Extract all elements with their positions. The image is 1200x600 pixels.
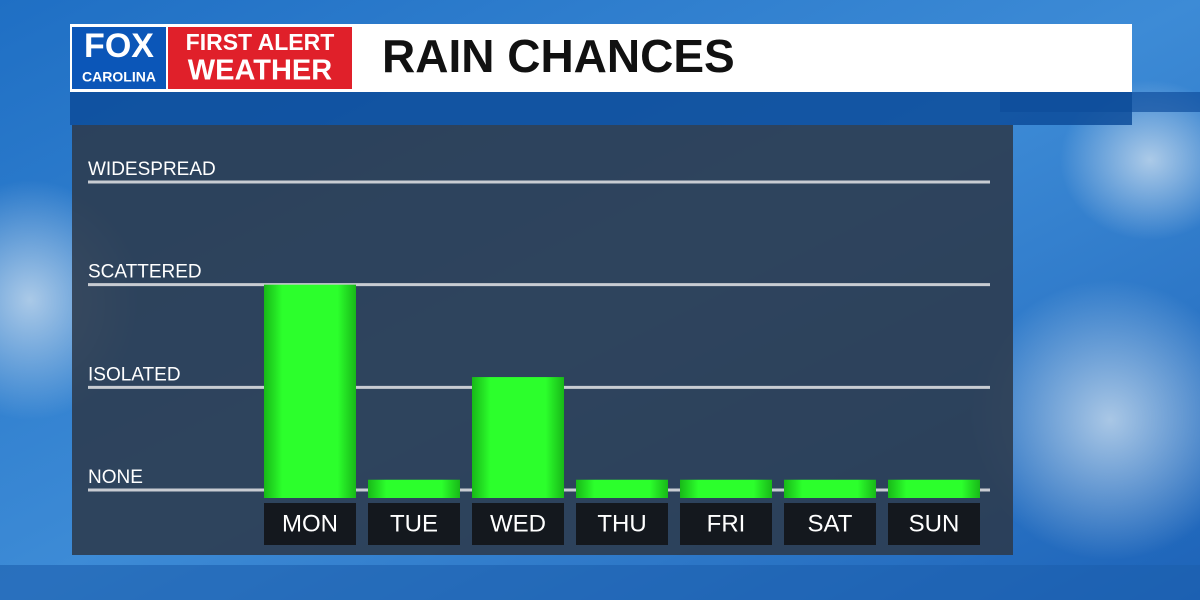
category-box (264, 503, 356, 545)
y-tick-label: NONE (88, 467, 143, 488)
category-box (784, 503, 876, 545)
category-box (680, 503, 772, 545)
y-tick-label: WIDESPREAD (88, 159, 216, 180)
plot: NONE ISOLATED SCATTERED WIDESPREAD MON TUE WED… (88, 159, 990, 545)
x-tick-label: FRI (707, 510, 746, 537)
logo-station: CAROLINA (82, 69, 156, 85)
category-box (472, 503, 564, 545)
logo-brand: FOX (84, 27, 154, 65)
category-box (576, 503, 668, 545)
bar (784, 479, 876, 498)
alert-box (168, 27, 352, 89)
bar (472, 377, 564, 498)
x-tick-label: WED (490, 510, 546, 537)
header-shadow (70, 92, 1132, 125)
chart-title: RAIN CHANCES (382, 30, 735, 82)
lower-band (0, 565, 1200, 600)
x-tick-label: SAT (808, 510, 853, 537)
alert-line2: WEATHER (188, 55, 333, 87)
category-box (888, 503, 980, 545)
y-tick-label: ISOLATED (88, 364, 181, 385)
bar (368, 479, 460, 498)
bar (680, 479, 772, 498)
x-tick-label: MON (282, 510, 338, 537)
bar (576, 479, 668, 498)
cloud (970, 280, 1200, 560)
bar (264, 284, 356, 498)
x-tick-label: TUE (390, 510, 438, 537)
bar (888, 479, 980, 498)
x-tick-label: THU (597, 510, 646, 537)
x-tick-label: SUN (909, 510, 960, 537)
y-tick-label: SCATTERED (88, 262, 202, 283)
logo-box (72, 27, 166, 89)
alert-line1: FIRST ALERT (186, 29, 335, 55)
category-box (368, 503, 460, 545)
